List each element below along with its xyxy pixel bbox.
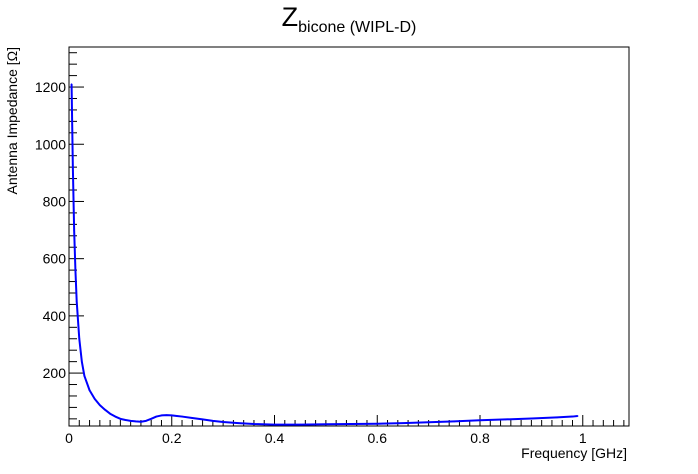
y-tick-label: 400 (43, 308, 67, 324)
impedance-point (70, 83, 73, 85)
impedance-point (576, 415, 579, 417)
impedance-point (325, 423, 327, 426)
impedance-point (78, 337, 81, 340)
impedance-point (150, 418, 153, 420)
impedance-point (222, 421, 224, 423)
y-tick-label: 1000 (35, 136, 66, 152)
impedance-point (181, 415, 183, 418)
impedance-point (140, 420, 142, 423)
impedance-point (191, 417, 194, 419)
y-tick-label: 200 (43, 365, 67, 381)
impedance-point (124, 419, 127, 421)
impedance-point (176, 415, 178, 417)
y-axis-label: Antenna Impedance [Ω] (4, 47, 20, 194)
impedance-point (299, 423, 301, 426)
x-tick-label: 0 (65, 430, 73, 446)
x-tick-label: 0.6 (368, 430, 388, 446)
x-axis-label: Frequency [GHz] (521, 445, 627, 461)
impedance-point (99, 404, 101, 406)
plot-frame (68, 46, 630, 427)
impedance-point (81, 360, 83, 363)
chart-title-subscript: bicone (298, 19, 346, 36)
chart-title: Zbicone (WIPL-D) (0, 2, 698, 36)
y-tick-label: 600 (43, 251, 67, 267)
x-tick-label: 0.4 (265, 430, 285, 446)
chart-title-main: Z (281, 2, 299, 32)
y-tick-label: 1200 (35, 79, 66, 95)
impedance-point (427, 421, 430, 424)
y-tick-label: 800 (43, 193, 67, 209)
impedance-point (504, 418, 507, 421)
impedance-point (145, 420, 147, 422)
x-tick-label: 0.8 (470, 430, 490, 446)
impedance-point (83, 375, 86, 377)
impedance-point (93, 398, 96, 400)
impedance-point (453, 420, 456, 423)
impedance-point (88, 389, 91, 392)
impedance-point (376, 422, 379, 425)
impedance-point (170, 414, 173, 417)
impedance-point (104, 408, 106, 411)
impedance-point (155, 415, 158, 418)
impedance-point (237, 422, 240, 424)
impedance-point (160, 414, 163, 417)
impedance-point (109, 412, 111, 415)
impedance-point (72, 166, 74, 168)
impedance-point (350, 423, 353, 425)
impedance-point (75, 300, 78, 303)
impedance-point (556, 416, 558, 419)
impedance-point (402, 422, 404, 424)
x-tick-label: 1 (579, 430, 587, 446)
impedance-point (253, 423, 255, 425)
impedance-point (74, 269, 77, 271)
impedance-point (212, 420, 214, 422)
impedance-point (119, 418, 122, 420)
impedance-point (201, 418, 204, 421)
impedance-point (479, 419, 481, 422)
chart-title-note: (WIPL-D) (345, 19, 417, 36)
impedance-point (165, 414, 168, 416)
impedance-point (129, 420, 132, 422)
impedance-point (73, 229, 75, 231)
x-tick-label: 0.2 (162, 430, 182, 446)
impedance-point (530, 417, 533, 420)
impedance-point (134, 420, 137, 423)
impedance-point (571, 415, 574, 418)
impedance-point (114, 415, 117, 418)
series-group (70, 83, 579, 426)
impedance-point (273, 423, 276, 426)
